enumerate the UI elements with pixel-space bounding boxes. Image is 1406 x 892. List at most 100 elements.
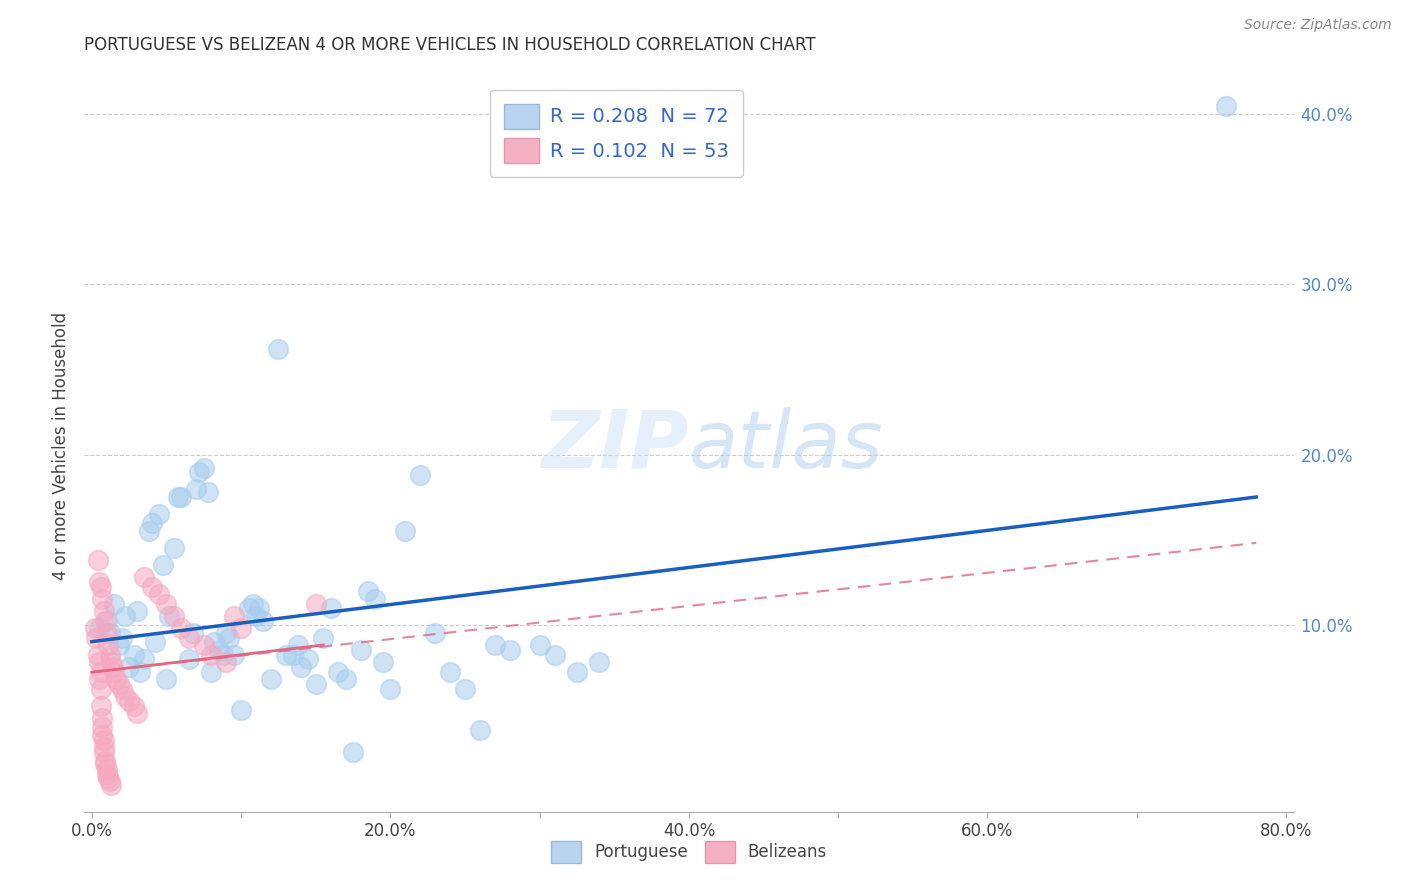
Point xyxy=(439,665,461,680)
Point xyxy=(484,638,506,652)
Point xyxy=(260,672,283,686)
Point xyxy=(335,672,357,686)
Point xyxy=(118,660,141,674)
Point xyxy=(1215,99,1237,113)
Point xyxy=(290,660,312,674)
Point xyxy=(245,609,267,624)
Point xyxy=(138,524,160,538)
Point xyxy=(252,614,274,628)
Point xyxy=(208,643,231,657)
Point xyxy=(200,648,222,663)
Point xyxy=(93,740,115,755)
Point xyxy=(167,490,190,504)
Point xyxy=(229,703,252,717)
Point xyxy=(91,728,114,742)
Point xyxy=(90,580,112,594)
Point xyxy=(87,553,110,567)
Point xyxy=(177,651,200,665)
Point xyxy=(89,621,111,635)
Point xyxy=(141,516,163,530)
Point xyxy=(104,672,127,686)
Point xyxy=(148,587,170,601)
Point xyxy=(283,648,305,663)
Point xyxy=(93,745,115,759)
Point xyxy=(111,631,134,645)
Point xyxy=(155,597,177,611)
Point xyxy=(247,600,270,615)
Point xyxy=(152,558,174,572)
Point xyxy=(103,665,125,680)
Point xyxy=(409,467,432,482)
Point xyxy=(118,694,141,708)
Point xyxy=(107,677,129,691)
Point xyxy=(193,461,215,475)
Point xyxy=(125,706,148,720)
Point xyxy=(94,614,117,628)
Point xyxy=(394,524,416,538)
Point xyxy=(319,600,342,615)
Point xyxy=(114,689,136,703)
Point xyxy=(342,745,364,759)
Point xyxy=(297,651,319,665)
Point xyxy=(238,600,260,615)
Point xyxy=(177,631,200,645)
Point xyxy=(84,631,107,645)
Point xyxy=(97,771,120,785)
Point xyxy=(274,648,297,663)
Point xyxy=(229,621,252,635)
Point xyxy=(326,665,349,680)
Point xyxy=(122,648,145,663)
Point xyxy=(364,592,387,607)
Point xyxy=(212,648,235,663)
Point xyxy=(143,634,166,648)
Point xyxy=(91,592,114,607)
Point xyxy=(425,626,447,640)
Point xyxy=(183,626,205,640)
Point xyxy=(197,484,219,499)
Legend: Portuguese, Belizeans: Portuguese, Belizeans xyxy=(544,835,834,869)
Point xyxy=(371,655,394,669)
Point xyxy=(287,638,309,652)
Point xyxy=(132,570,155,584)
Point xyxy=(141,580,163,594)
Point xyxy=(87,648,110,663)
Point xyxy=(93,733,115,747)
Point xyxy=(186,482,208,496)
Point xyxy=(114,609,136,624)
Point xyxy=(305,677,328,691)
Y-axis label: 4 or more Vehicles in Household: 4 or more Vehicles in Household xyxy=(52,312,70,580)
Point xyxy=(202,634,225,648)
Text: atlas: atlas xyxy=(689,407,884,485)
Point xyxy=(100,655,122,669)
Point xyxy=(357,583,380,598)
Point xyxy=(529,638,551,652)
Point xyxy=(380,682,402,697)
Point xyxy=(91,720,114,734)
Point xyxy=(128,665,150,680)
Point xyxy=(170,621,193,635)
Text: Source: ZipAtlas.com: Source: ZipAtlas.com xyxy=(1244,18,1392,32)
Point xyxy=(163,609,186,624)
Point xyxy=(215,655,238,669)
Point xyxy=(90,699,112,714)
Point xyxy=(215,626,238,640)
Point xyxy=(96,626,118,640)
Point xyxy=(96,614,118,628)
Point xyxy=(305,597,328,611)
Point xyxy=(499,643,522,657)
Text: PORTUGUESE VS BELIZEAN 4 OR MORE VEHICLES IN HOUSEHOLD CORRELATION CHART: PORTUGUESE VS BELIZEAN 4 OR MORE VEHICLE… xyxy=(84,36,815,54)
Point xyxy=(98,774,121,789)
Point xyxy=(132,651,155,665)
Point xyxy=(94,757,117,772)
Point xyxy=(89,575,111,590)
Point xyxy=(97,638,120,652)
Point xyxy=(111,682,134,697)
Point xyxy=(155,672,177,686)
Point xyxy=(312,631,335,645)
Point xyxy=(163,541,186,555)
Point xyxy=(588,655,610,669)
Point xyxy=(267,342,290,356)
Point xyxy=(543,648,565,663)
Point xyxy=(125,604,148,618)
Point xyxy=(242,597,264,611)
